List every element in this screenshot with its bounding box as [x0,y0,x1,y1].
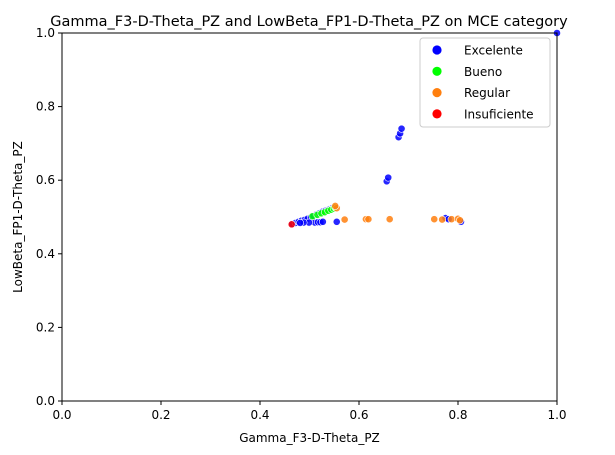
data-point-regular-7 [438,215,447,224]
legend-marker-excelente [432,45,442,55]
plot-border [61,32,558,402]
x-tick-label-0: 0.0 [52,408,71,422]
chart-title: Gamma_F3-D-Theta_PZ and LowBeta_FP1-D-Th… [50,14,568,30]
x-tick-label-1: 0.2 [151,408,170,422]
data-point-excelente-22 [332,217,341,226]
legend-label-insuficiente: Insuficiente [464,107,534,121]
data-point-regular-6 [430,215,439,224]
x-tick-label-5: 1.0 [547,408,566,422]
legend-marker-bueno [432,66,442,76]
y-axis-label: LowBeta_FP1-D-Theta_PZ [11,141,25,293]
legend-box [419,37,551,128]
x-tick-label-2: 0.4 [250,408,269,422]
x-axis-ticks: 0.0 0.2 0.4 0.6 0.8 1.0 [52,401,567,422]
points-layer [287,29,561,229]
legend-label-regular: Regular [464,86,510,100]
legend-marker-regular [432,88,442,98]
data-point-regular-4 [364,215,373,224]
y-tick-label-0: 0.0 [36,394,55,408]
data-point-excelente-21 [296,218,304,227]
y-tick-label-4: 0.8 [36,100,55,114]
x-tick-label-4: 0.8 [448,408,467,422]
data-point-regular-10 [456,216,464,225]
data-point-excelente-18 [318,217,327,226]
data-point-regular-2 [340,215,349,224]
legend-marker-insuficiente [432,109,442,119]
y-axis-ticks: 0.0 0.2 0.4 0.6 0.8 1.0 [36,26,62,408]
data-point-regular-5 [385,215,394,224]
data-point-excelente-24 [384,173,393,182]
data-point-insuficiente-0 [287,220,296,229]
x-axis-label: Gamma_F3-D-Theta_PZ [239,431,380,445]
legend-items: Excelente Bueno Regular Insuficiente [432,44,534,121]
x-tick-label-3: 0.6 [349,408,368,422]
y-tick-label-5: 1.0 [36,26,55,40]
data-point-regular-8 [447,215,456,224]
y-tick-label-3: 0.6 [36,173,55,187]
legend: Excelente Bueno Regular Insuficiente [419,37,551,128]
y-tick-label-2: 0.4 [36,247,55,261]
legend-label-excelente: Excelente [464,44,523,58]
data-point-regular-1 [331,202,340,210]
data-point-excelente-27 [397,124,406,133]
legend-label-bueno: Bueno [464,65,502,79]
y-tick-label-1: 0.2 [36,320,55,334]
